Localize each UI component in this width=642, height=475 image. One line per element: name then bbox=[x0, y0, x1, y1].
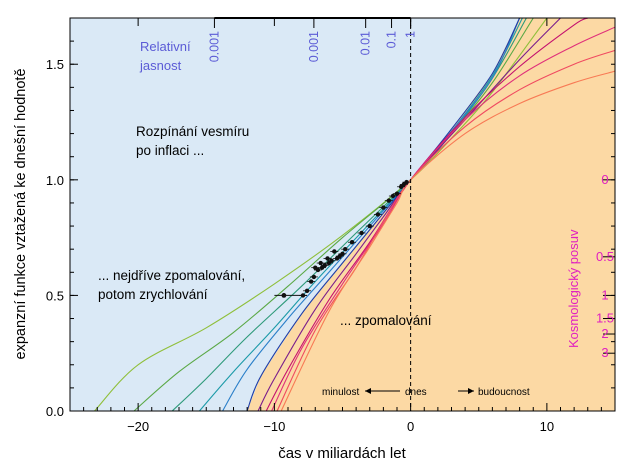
time-arrow-head bbox=[468, 388, 474, 394]
y-tick-label: 1.5 bbox=[46, 57, 64, 72]
redshift-tick-label: 2 bbox=[601, 326, 608, 341]
x-tick-label: −10 bbox=[263, 419, 285, 434]
slowing-label: ... zpomalování bbox=[340, 313, 432, 328]
brightness-tick-label: 0.1 bbox=[385, 31, 399, 48]
observation-point bbox=[281, 293, 287, 298]
redshift-tick-label: 0 bbox=[601, 172, 608, 187]
y-tick-label: 0.0 bbox=[46, 404, 64, 419]
redshift-tick-label: 1 bbox=[601, 287, 608, 302]
y-tick-label: 0.5 bbox=[46, 288, 64, 303]
series-line-3 bbox=[198, 18, 523, 411]
deceleration-region bbox=[247, 18, 615, 411]
x-tick-label: 0 bbox=[407, 419, 414, 434]
x-tick-label: −20 bbox=[127, 419, 149, 434]
past-label: minulost bbox=[322, 387, 359, 398]
future-label: budoucnost bbox=[478, 387, 530, 398]
expansion-label-line1: Rozpínání vesmíru bbox=[136, 124, 249, 139]
expansion-label-line2: po inflaci ... bbox=[136, 143, 204, 158]
brightness-tick-label: 0.001 bbox=[207, 31, 221, 62]
y-tick-label: 1.0 bbox=[46, 173, 64, 188]
first-slowing-label-line1: ... nejdříve zpomalování, bbox=[98, 268, 245, 283]
brightness-tick-label: 0.01 bbox=[359, 31, 373, 55]
brightness-tick-label: 1 bbox=[404, 31, 418, 38]
redshift-axis-title: Kosmologický posuv bbox=[566, 229, 581, 348]
series-line-6 bbox=[257, 18, 561, 411]
first-slowing-label-line2: potom zrychlování bbox=[98, 287, 208, 302]
brightness-tick-label: 0.001 bbox=[307, 31, 321, 62]
redshift-tick-label: 3 bbox=[601, 345, 608, 360]
series-line-5 bbox=[246, 18, 521, 411]
time-arrow-head bbox=[365, 388, 371, 394]
redshift-tick-label: 1.5 bbox=[596, 311, 614, 326]
x-tick-label: 10 bbox=[540, 419, 554, 434]
now-label: dnes bbox=[405, 387, 427, 398]
x-axis-title: čas v miliardách let bbox=[278, 445, 406, 462]
series-line-1 bbox=[133, 18, 534, 411]
brightness-title-line2: jasnost bbox=[139, 58, 182, 73]
redshift-tick-label: 0.5 bbox=[596, 249, 614, 264]
brightness-title-line1: Relativní bbox=[140, 39, 191, 54]
y-axis-title: expanzní funkce vztažená ke dnešní hodno… bbox=[13, 68, 29, 359]
